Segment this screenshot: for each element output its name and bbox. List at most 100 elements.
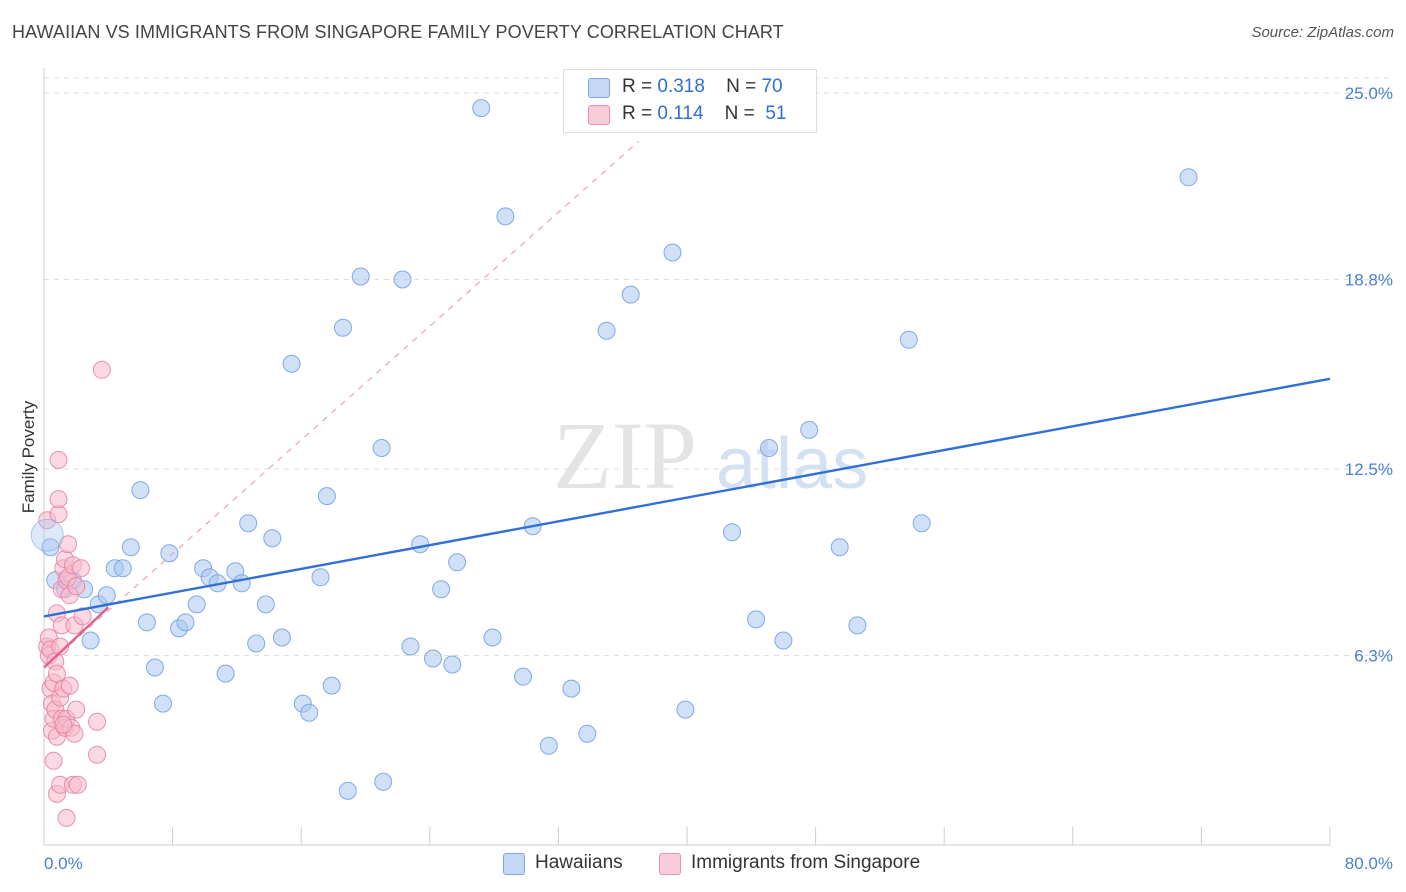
hawaiian-point: [145, 658, 164, 677]
r-value: 0.318: [657, 76, 705, 97]
watermark: ZIP atlas: [553, 402, 868, 509]
hawaiian-point: [578, 724, 597, 743]
hawaiian-point: [848, 616, 867, 635]
singapore-point: [51, 637, 70, 656]
singapore-point: [44, 751, 63, 770]
hawaiian-point: [272, 628, 291, 647]
hawaiian-point: [338, 781, 357, 800]
hawaiian-point: [432, 580, 451, 599]
singapore-point: [72, 559, 90, 578]
singapore-point: [57, 808, 76, 827]
hawaiian-point: [216, 664, 235, 683]
legend-label-singapore: Immigrants from Singapore: [691, 852, 921, 873]
x-tick-label-max: 80.0%: [1345, 854, 1393, 873]
hawaiian-point: [676, 700, 695, 719]
chart-title: HAWAIIAN VS IMMIGRANTS FROM SINGAPORE FA…: [12, 22, 784, 42]
grid-layer: [44, 77, 1390, 657]
x-tick-label-min: 0.0%: [44, 854, 83, 873]
correlation-legend: R = 0.318 N = 70 R = 0.114 N = 51: [563, 69, 817, 133]
legend-row-text: R = 0.318 N = 70: [622, 76, 783, 98]
singapore-point: [73, 607, 92, 626]
hawaiian-point: [514, 667, 532, 686]
singapore-point: [68, 775, 87, 794]
hawaiian-point: [747, 610, 766, 629]
legend-swatch-blue: [588, 78, 610, 98]
singapore-point: [67, 577, 86, 596]
hawaiian-point: [247, 634, 266, 653]
axis-layer: [43, 68, 1331, 846]
r-value: 0.114: [657, 103, 704, 124]
hawaiian-point: [372, 439, 391, 457]
hawaiian-point: [263, 529, 282, 548]
r-label: R =: [622, 103, 653, 124]
y-tick-label: 12.5%: [1345, 460, 1393, 479]
hawaiian-point: [322, 676, 341, 695]
trend-layer: [43, 140, 1331, 669]
hawaiian-point: [81, 631, 100, 650]
hawaiian-point: [232, 574, 251, 593]
hawaiian-point: [912, 514, 931, 533]
hawaiian-point: [176, 613, 195, 632]
hawaiian-point: [411, 535, 430, 554]
hawaiian-point: [760, 439, 778, 457]
points-layer: [30, 99, 1198, 827]
hawaiian-point: [256, 595, 275, 614]
r-label: R =: [622, 76, 653, 97]
hawaiian-point: [317, 487, 336, 506]
hawaiian-point: [562, 679, 581, 698]
hawaiian-point: [311, 568, 330, 587]
hawaiian-point: [597, 321, 616, 340]
legend-swatch-blue: [503, 853, 525, 875]
hawaiian-point: [472, 99, 491, 118]
hawaiian-point: [113, 559, 132, 578]
hawaiian-point: [97, 586, 116, 605]
singapore-trend-line: [43, 606, 110, 669]
y-tick-label: 25.0%: [1345, 84, 1393, 103]
singapore-point: [60, 676, 79, 695]
legend-swatch-pink: [659, 853, 681, 875]
hawaiian-point: [496, 207, 515, 226]
hawaiian-point: [334, 318, 352, 337]
hawaiian-point: [424, 649, 442, 668]
hawaiian-point: [121, 538, 140, 557]
hawaiian-point: [187, 595, 206, 614]
tick-layer: 6.3% 12.5% 18.8% 25.0% 0.0% 80.0%: [44, 84, 1393, 873]
source-label: Source: ZipAtlas.com: [1251, 24, 1394, 41]
hawaiian-point: [351, 267, 370, 286]
hawaiian-point: [374, 772, 393, 791]
hawaiian-point: [800, 420, 819, 439]
singapore-point: [88, 712, 106, 731]
hawaiian-cluster-point: [30, 518, 64, 552]
hawaiian-point: [401, 637, 420, 656]
singapore-point: [49, 490, 68, 509]
hawaiian-point: [131, 481, 150, 500]
singapore-point: [49, 451, 68, 469]
legend-row-text: R = 0.114 N = 51: [622, 103, 786, 125]
n-value: 70: [761, 76, 783, 97]
hawaiian-point: [137, 613, 156, 632]
hawaiian-point: [1179, 168, 1198, 187]
y-axis-label: Family Poverty: [19, 400, 38, 513]
hawaiian-trend-line: [43, 377, 1331, 618]
hawaiian-point: [239, 514, 258, 533]
hawaiian-point: [483, 628, 502, 647]
hawaiian-point: [539, 736, 558, 755]
watermark-atlas: atlas: [716, 424, 868, 504]
n-label: N =: [724, 103, 755, 124]
singapore-point: [67, 700, 86, 719]
hawaiian-point: [621, 285, 640, 304]
hawaiian-point: [154, 694, 172, 713]
singapore-point: [47, 664, 66, 683]
hawaiian-point: [160, 544, 179, 563]
hawaiian-point: [899, 330, 918, 349]
hawaiian-point: [774, 631, 793, 650]
hawaiian-point: [300, 703, 319, 722]
hawaiian-point: [282, 354, 301, 373]
hawaiian-point: [448, 553, 467, 572]
watermark-zip: ZIP: [553, 402, 697, 509]
hawaiian-point: [393, 270, 412, 289]
y-tick-label: 6.3%: [1354, 647, 1393, 666]
n-value: 51: [765, 103, 787, 124]
legend-label-hawaiians: Hawaiians: [535, 852, 623, 873]
